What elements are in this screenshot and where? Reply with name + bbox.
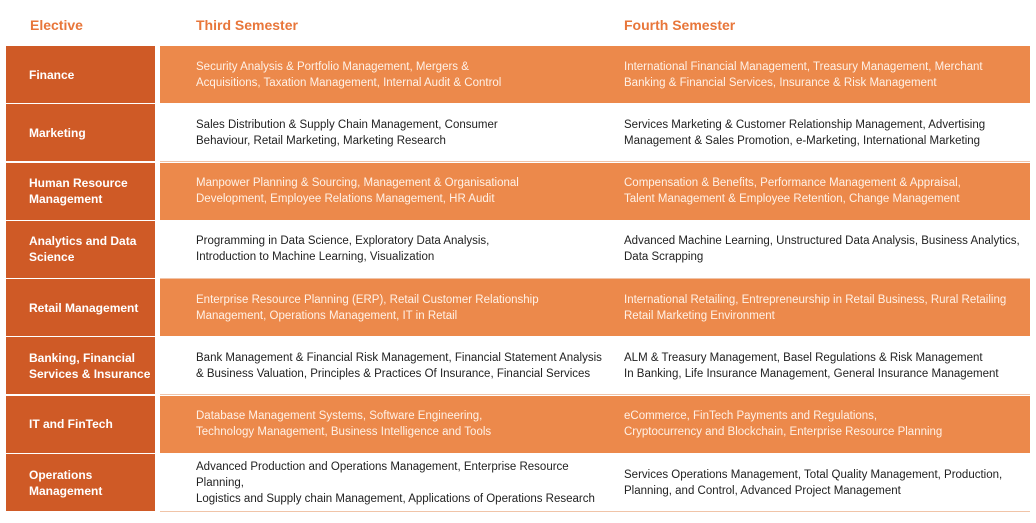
elective-name: Finance	[6, 46, 155, 103]
table-row: Human Resource Management Manpower Plann…	[0, 162, 1036, 221]
third-semester-cell: Manpower Planning & Sourcing, Management…	[196, 177, 519, 206]
header-third-semester: Third Semester	[196, 17, 298, 33]
elective-name: Operations Management	[6, 454, 155, 512]
table-row: Marketing Sales Distribution & Supply Ch…	[0, 104, 1036, 163]
header-elective: Elective	[30, 17, 83, 33]
third-semester-cell: Bank Management & Financial Risk Managem…	[196, 351, 602, 380]
fourth-semester-cell: ALM & Treasury Management, Basel Regulat…	[624, 351, 999, 380]
table-header: Elective Third Semester Fourth Semester	[0, 0, 1036, 46]
third-semester-cell: Advanced Production and Operations Manag…	[196, 460, 595, 505]
third-semester-cell: Security Analysis & Portfolio Management…	[196, 60, 502, 89]
third-semester-cell: Database Management Systems, Software En…	[196, 410, 492, 439]
elective-table: Finance Security Analysis & Portfolio Ma…	[0, 46, 1036, 513]
fourth-semester-cell: International Retailing, Entrepreneurshi…	[624, 293, 1007, 322]
header-fourth-semester: Fourth Semester	[624, 17, 736, 33]
third-semester-cell: Sales Distribution & Supply Chain Manage…	[196, 118, 498, 147]
table-row: Finance Security Analysis & Portfolio Ma…	[0, 46, 1036, 104]
fourth-semester-cell: International Financial Management, Trea…	[624, 60, 983, 89]
elective-name: IT and FinTech	[6, 395, 155, 453]
elective-name: Banking, Financial Services & Insurance	[6, 337, 155, 395]
table-row: Banking, Financial Services & Insurance …	[0, 337, 1036, 396]
table-row: Retail Management Enterprise Resource Pl…	[0, 279, 1036, 337]
table-row: IT and FinTech Database Management Syste…	[0, 395, 1036, 454]
fourth-semester-cell: Services Marketing & Customer Relationsh…	[624, 118, 986, 147]
elective-name: Analytics and Data Science	[6, 220, 155, 278]
fourth-semester-cell: Compensation & Benefits, Performance Man…	[624, 177, 961, 206]
third-semester-cell: Programming in Data Science, Exploratory…	[196, 235, 490, 264]
fourth-semester-cell: Advanced Machine Learning, Unstructured …	[624, 235, 1020, 264]
third-semester-cell: Enterprise Resource Planning (ERP), Reta…	[196, 293, 539, 322]
table-row: Analytics and Data Science Programming i…	[0, 220, 1036, 279]
elective-name: Marketing	[6, 104, 155, 162]
elective-name: Retail Management	[6, 279, 155, 337]
table-row: Operations Management Advanced Productio…	[0, 454, 1036, 513]
fourth-semester-cell: eCommerce, FinTech Payments and Regulati…	[624, 410, 943, 439]
elective-name: Human Resource Management	[6, 162, 155, 220]
fourth-semester-cell: Services Operations Management, Total Qu…	[624, 468, 1003, 497]
